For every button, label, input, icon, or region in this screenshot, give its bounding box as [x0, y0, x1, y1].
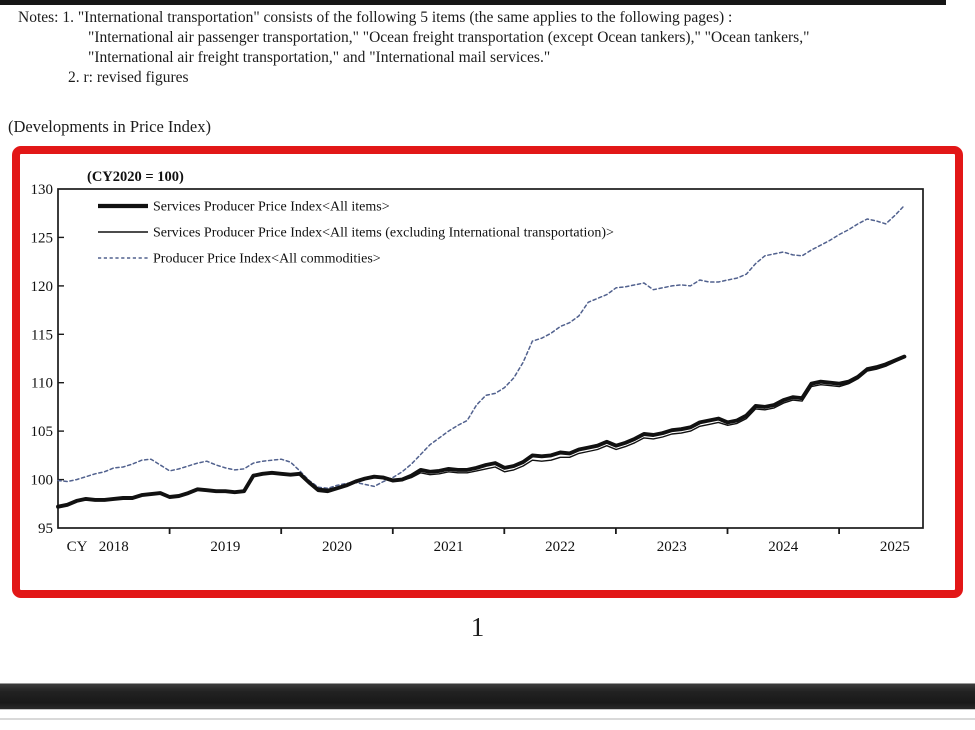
x-label-2022: 2022: [545, 539, 575, 555]
y-axis-labels: 130 125 120 115 110 105 100 95: [31, 182, 54, 537]
legend-label-sppi-all-items: Services Producer Price Index<All items>: [153, 200, 390, 215]
y-tick-125: 125: [31, 230, 54, 246]
notes-line-3: "International air freight transportatio…: [88, 49, 551, 66]
legend-label-sppi-excl-intl: Services Producer Price Index<All items …: [153, 226, 614, 241]
x-axis-labels: CY 2018 2019 2020 2021 2022 2023 2024 20…: [67, 539, 910, 555]
x-label-2018: 2018: [99, 539, 129, 555]
x-label-2025: 2025: [880, 539, 910, 555]
chart-highlight-box: (CY2020 = 100) 130 125 120 115 110 105 1…: [12, 146, 963, 598]
section-heading: (Developments in Price Index): [8, 117, 211, 136]
sppi-all-items-line: [56, 354, 907, 509]
y-tick-95: 95: [38, 521, 53, 537]
plot-frame: [57, 188, 924, 529]
window-bottom-bar: [0, 683, 975, 710]
x-label-2021: 2021: [434, 539, 464, 555]
page-number: 1: [470, 612, 485, 642]
sppi-excluding-intl-transport-line: [57, 356, 906, 508]
y-tick-100: 100: [31, 473, 54, 489]
y-tick-105: 105: [31, 424, 54, 440]
x-axis-prefix: CY: [67, 539, 88, 555]
price-index-chart: (CY2020 = 100) 130 125 120 115 110 105 1…: [31, 169, 924, 555]
bottom-hairline: [0, 718, 975, 720]
y-tick-115: 115: [31, 327, 53, 343]
x-label-2024: 2024: [768, 539, 799, 555]
window-top-edge-bar: [0, 0, 946, 5]
notes-line-4: 2. r: revised figures: [68, 69, 189, 86]
x-label-2020: 2020: [322, 539, 352, 555]
y-tick-120: 120: [31, 279, 54, 295]
x-label-2023: 2023: [657, 539, 687, 555]
y-tick-110: 110: [31, 376, 53, 392]
x-axis-ticks: [168, 528, 840, 534]
y-axis-ticks: [58, 236, 64, 481]
unit-note: (CY2020 = 100): [87, 169, 184, 185]
ppi-all-commodities-line: [57, 204, 906, 490]
chart-legend: Services Producer Price Index<All items>…: [98, 200, 614, 267]
notes-line-2: "International air passenger transportat…: [88, 29, 810, 46]
legend-label-ppi-all-commodities: Producer Price Index<All commodities>: [153, 252, 381, 267]
y-tick-130: 130: [31, 182, 54, 198]
notes-line-1: Notes: 1. "International transportation"…: [18, 9, 733, 26]
x-label-2019: 2019: [210, 539, 240, 555]
notes-block: Notes: 1. "International transportation"…: [18, 8, 948, 88]
